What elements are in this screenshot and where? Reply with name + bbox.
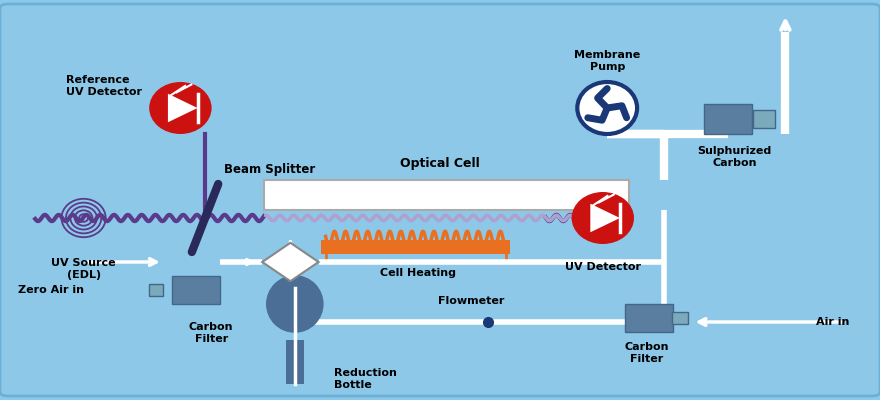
FancyBboxPatch shape bbox=[672, 312, 688, 324]
Text: Flowmeter: Flowmeter bbox=[437, 296, 504, 306]
FancyBboxPatch shape bbox=[172, 276, 220, 304]
Polygon shape bbox=[262, 243, 319, 281]
Text: Membrane
Pump: Membrane Pump bbox=[574, 50, 641, 72]
FancyBboxPatch shape bbox=[704, 104, 752, 134]
Ellipse shape bbox=[266, 275, 324, 333]
Text: Reduction
Bottle: Reduction Bottle bbox=[334, 368, 397, 390]
Text: Carbon
Filter: Carbon Filter bbox=[625, 342, 669, 364]
Ellipse shape bbox=[577, 82, 637, 134]
FancyBboxPatch shape bbox=[149, 284, 163, 296]
Polygon shape bbox=[168, 94, 197, 122]
Text: Sulphurized
Carbon: Sulphurized Carbon bbox=[698, 146, 772, 168]
FancyBboxPatch shape bbox=[264, 180, 629, 210]
Text: UV Source
(EDL): UV Source (EDL) bbox=[51, 258, 116, 280]
FancyBboxPatch shape bbox=[625, 304, 673, 332]
Text: Air in: Air in bbox=[816, 317, 849, 327]
Ellipse shape bbox=[572, 192, 634, 244]
Text: Optical Cell: Optical Cell bbox=[400, 157, 480, 170]
Text: Reference
UV Detector: Reference UV Detector bbox=[66, 75, 142, 97]
Polygon shape bbox=[590, 204, 620, 232]
Text: Cell Heating: Cell Heating bbox=[380, 268, 456, 278]
Text: Zero Air in: Zero Air in bbox=[18, 285, 84, 295]
Text: Beam Splitter: Beam Splitter bbox=[224, 163, 316, 176]
FancyBboxPatch shape bbox=[321, 240, 510, 254]
Text: UV Detector: UV Detector bbox=[565, 262, 641, 272]
FancyBboxPatch shape bbox=[753, 110, 775, 128]
Ellipse shape bbox=[150, 82, 211, 134]
Text: Carbon
Filter: Carbon Filter bbox=[189, 322, 233, 344]
FancyBboxPatch shape bbox=[286, 340, 304, 384]
